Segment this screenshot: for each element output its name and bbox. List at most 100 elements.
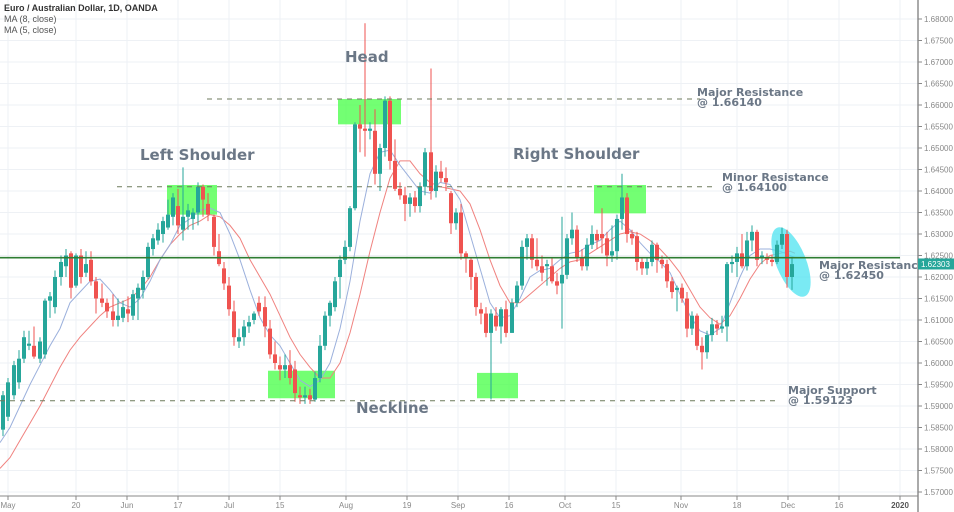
- candle: [510, 298, 514, 333]
- candle-body: [695, 315, 699, 346]
- candle: [176, 188, 180, 234]
- candle-body: [59, 261, 63, 277]
- symbol-title[interactable]: Euro / Australian Dollar, 1D, OANDA: [4, 3, 158, 13]
- candle-body: [670, 281, 674, 293]
- candle: [610, 225, 614, 262]
- candle: [630, 229, 634, 245]
- ma8-legend[interactable]: MA (8, close): [4, 14, 57, 24]
- candle: [650, 240, 654, 267]
- candle: [434, 165, 438, 198]
- candle-body: [535, 259, 539, 267]
- candle-body: [116, 315, 120, 320]
- candle: [393, 139, 397, 191]
- candle: [790, 257, 794, 290]
- candle: [489, 309, 493, 400]
- candle: [181, 167, 185, 241]
- candle-body: [308, 395, 312, 400]
- candle-body: [268, 328, 272, 355]
- candle: [464, 251, 468, 273]
- candle: [595, 229, 599, 250]
- price-tick-label: 1.67000: [924, 58, 953, 67]
- candle: [690, 311, 694, 336]
- candle-body: [660, 259, 664, 265]
- candle-body: [227, 285, 231, 310]
- candle-body: [201, 186, 205, 200]
- candle: [257, 296, 261, 316]
- candle-body: [655, 244, 659, 260]
- candle-body: [141, 277, 145, 290]
- candle: [740, 234, 744, 269]
- candle: [206, 193, 210, 222]
- candle: [750, 225, 754, 252]
- candle: [383, 96, 387, 157]
- candle: [94, 277, 98, 314]
- annotation-neckline: Neckline: [356, 399, 429, 417]
- time-tick-label: 16: [505, 501, 514, 510]
- candle: [201, 184, 205, 217]
- candle-body: [146, 246, 150, 277]
- candle: [283, 354, 287, 379]
- time-tick-label: Jun: [121, 501, 134, 510]
- candle: [131, 289, 135, 320]
- candle: [530, 234, 534, 269]
- candle: [605, 231, 609, 267]
- candle: [444, 167, 448, 191]
- time-tick-label: 15: [612, 501, 621, 510]
- candle: [423, 148, 427, 196]
- candle-body: [530, 238, 534, 260]
- candle: [100, 283, 104, 308]
- candle-body: [479, 309, 483, 314]
- candle-body: [27, 343, 31, 346]
- candle: [705, 330, 709, 359]
- candle-body: [540, 266, 544, 273]
- candle: [242, 320, 246, 346]
- price-tick-label: 1.62500: [924, 252, 953, 261]
- candle-body: [765, 257, 769, 260]
- candle-body: [176, 206, 180, 226]
- candle: [343, 240, 347, 265]
- price-tick-label: 1.58000: [924, 445, 953, 454]
- candle: [141, 270, 145, 299]
- candle-body: [429, 152, 433, 191]
- candle-body: [675, 287, 679, 290]
- candle: [353, 122, 357, 211]
- price-tick-label: 1.62000: [924, 273, 953, 282]
- candle-body: [257, 302, 261, 312]
- price-axis[interactable]: 1.68000 1.67500 1.67000 1.66500 1.66000 1.655…: [918, 15, 953, 497]
- candle-body: [770, 259, 774, 262]
- candle-body: [343, 246, 347, 260]
- ma5-legend[interactable]: MA (5, close): [4, 25, 57, 35]
- candle: [449, 191, 453, 234]
- time-axis[interactable]: May 20 Jun 17 Jul 15 Aug 19 Sep 16 Oct 15 Nov 18 Dec 16…: [0, 496, 909, 510]
- candle: [222, 261, 226, 290]
- candle: [196, 182, 200, 226]
- candle: [373, 109, 377, 185]
- candle-body: [242, 326, 246, 338]
- candle: [171, 193, 175, 226]
- price-tick-label: 1.67500: [924, 37, 953, 46]
- candle-body: [38, 341, 42, 359]
- candle-body: [625, 197, 629, 234]
- candle-body: [750, 231, 754, 241]
- candle-body: [469, 259, 473, 277]
- candle-body: [494, 315, 498, 327]
- candle: [227, 277, 231, 316]
- candle: [590, 225, 594, 250]
- candle-body: [580, 257, 584, 267]
- candle: [785, 229, 789, 288]
- annotation-major-resistance-high-label: Major Resistance: [697, 86, 803, 99]
- candle-body: [630, 234, 634, 239]
- candle-body: [156, 229, 160, 241]
- candle: [755, 229, 759, 267]
- candle-body: [131, 294, 135, 316]
- candle-body: [237, 337, 241, 342]
- candle: [565, 234, 569, 280]
- candle: [48, 292, 52, 318]
- candle-body: [715, 324, 719, 329]
- candle-body: [423, 152, 427, 187]
- price-tick-label: 1.65500: [924, 123, 953, 132]
- candle-body: [22, 337, 26, 359]
- annotation-major-support-value: @ 1.59123: [788, 394, 853, 407]
- time-tick-label: 17: [174, 501, 183, 510]
